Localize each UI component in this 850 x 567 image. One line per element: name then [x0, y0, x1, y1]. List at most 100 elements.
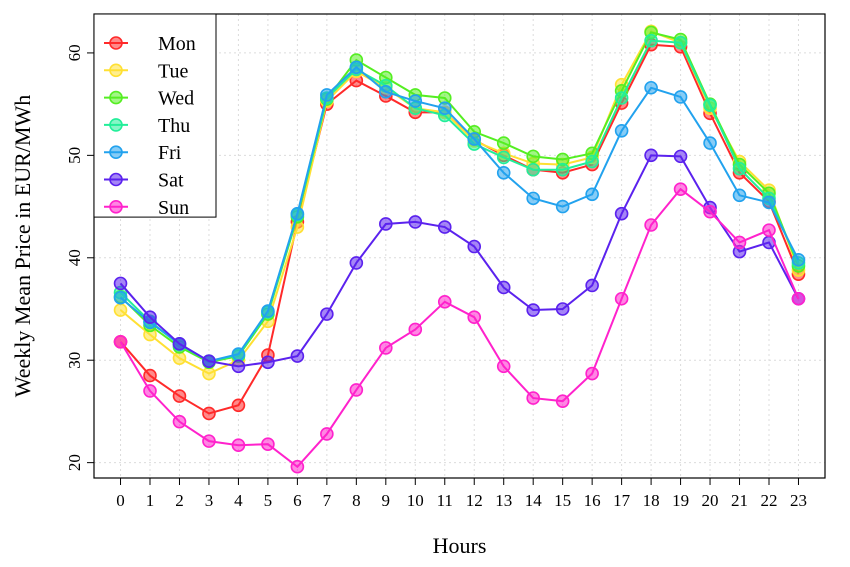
series-sun — [113, 182, 806, 474]
data-point — [732, 188, 747, 203]
legend-label: Thu — [158, 115, 190, 137]
data-point — [732, 235, 747, 250]
data-point — [585, 154, 599, 169]
x-tick-label: 17 — [613, 491, 631, 510]
data-point — [113, 290, 128, 305]
data-point — [172, 414, 187, 429]
x-tick-label: 23 — [790, 491, 807, 510]
x-tick-label: 21 — [731, 491, 748, 510]
x-tick-label: 10 — [407, 491, 424, 510]
x-tick-label: 13 — [495, 491, 512, 510]
data-point — [467, 310, 482, 324]
x-tick-label: 20 — [702, 491, 719, 510]
data-point — [644, 148, 658, 163]
data-point — [202, 434, 216, 448]
series-lines — [113, 24, 806, 474]
x-tick-label: 7 — [323, 491, 332, 510]
legend-swatch-marker — [109, 172, 123, 187]
legend: Mon Tue Wed Thu Fri Sat Sun — [93, 13, 217, 219]
data-point — [437, 220, 452, 234]
data-point — [113, 334, 128, 349]
data-point — [290, 206, 305, 221]
data-point — [732, 161, 747, 176]
x-tick-label: 12 — [466, 491, 483, 510]
x-tick-label: 8 — [352, 491, 361, 510]
x-tick-label: 3 — [205, 491, 214, 510]
legend-label: Sat — [158, 170, 184, 192]
y-tick-label: 20 — [65, 454, 84, 471]
legend-swatch-marker — [109, 36, 123, 50]
data-point — [467, 132, 482, 146]
data-point — [762, 195, 776, 210]
data-point — [143, 310, 157, 324]
data-point — [261, 304, 275, 318]
data-point — [526, 191, 540, 206]
data-point — [408, 322, 423, 337]
data-point — [320, 427, 334, 441]
legend-swatch-marker — [109, 63, 123, 78]
data-point — [349, 383, 364, 397]
data-point — [113, 276, 128, 291]
legend-label: Fri — [158, 142, 182, 164]
data-point — [231, 359, 246, 374]
data-point — [143, 384, 157, 398]
data-point — [261, 437, 275, 451]
data-point — [231, 347, 246, 361]
legend-item-sun: Sun — [104, 197, 189, 219]
legend-swatch-marker — [109, 90, 123, 105]
data-point — [379, 341, 393, 355]
x-tick-label: 1 — [146, 491, 155, 510]
data-point — [408, 94, 423, 108]
data-point — [172, 389, 187, 403]
data-point — [261, 355, 275, 370]
data-point — [172, 337, 187, 351]
data-point — [349, 256, 364, 270]
legend-item-tue: Tue — [104, 60, 189, 82]
data-point — [320, 307, 334, 321]
data-point — [496, 165, 511, 180]
legend-label: Mon — [158, 33, 196, 55]
data-point — [526, 303, 540, 317]
x-axis-title: Hours — [433, 533, 487, 558]
legend-item-sat: Sat — [104, 170, 184, 192]
series-line — [119, 154, 800, 368]
legend-item-mon: Mon — [104, 33, 196, 55]
x-tick-label: 16 — [584, 491, 601, 510]
series-wed — [113, 25, 806, 370]
x-tick-label: 6 — [293, 491, 302, 510]
data-point — [526, 162, 540, 177]
legend-swatch-marker — [109, 200, 123, 214]
x-tick-label: 2 — [175, 491, 184, 510]
data-point — [408, 215, 423, 229]
data-point — [703, 136, 717, 150]
data-point — [290, 459, 305, 474]
data-point — [614, 123, 629, 138]
data-point — [143, 368, 157, 383]
axes: 0 1 2 3 4 5 6 7 8 9 10 11 12 13 14 15 16 17 18 19 20 21 22 2320… — [65, 44, 807, 510]
legend-label: Tue — [158, 60, 189, 82]
data-point — [791, 253, 806, 267]
plot-frame — [93, 13, 826, 479]
x-tick-label: 4 — [234, 491, 243, 510]
legend-swatch-marker — [109, 145, 123, 159]
data-point — [290, 349, 305, 363]
data-point — [644, 218, 658, 232]
data-point — [673, 149, 688, 164]
data-point — [644, 33, 658, 48]
data-point — [496, 280, 511, 295]
x-tick-label: 19 — [672, 491, 689, 510]
data-point — [555, 302, 570, 316]
data-point — [526, 391, 540, 405]
data-point — [496, 150, 511, 165]
x-tick-label: 22 — [760, 491, 777, 510]
data-point — [673, 90, 688, 104]
data-point — [555, 199, 570, 214]
data-point — [202, 354, 216, 369]
series-fri — [113, 60, 806, 369]
data-point — [644, 80, 658, 95]
x-tick-label: 18 — [643, 491, 660, 510]
data-point — [231, 398, 246, 413]
data-point — [349, 60, 364, 75]
legend-label: Sun — [158, 197, 189, 219]
data-point — [172, 351, 187, 365]
